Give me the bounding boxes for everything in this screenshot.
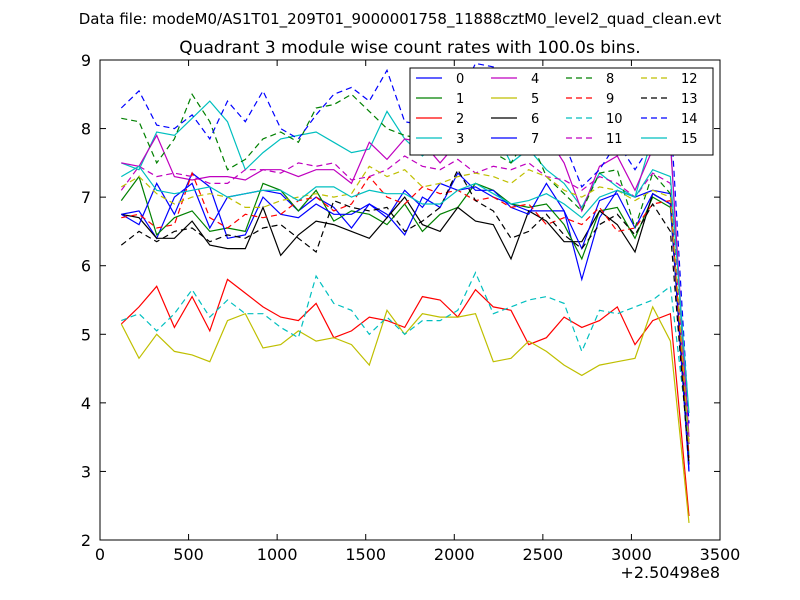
x-tick-label: 3500 bbox=[700, 545, 741, 564]
figure-supertitle: Data file: modeM0/AS1T01_209T01_90000017… bbox=[79, 10, 722, 29]
legend-label: 1 bbox=[456, 92, 464, 107]
legend-label: 5 bbox=[531, 92, 539, 107]
y-tick-label: 8 bbox=[81, 120, 91, 139]
legend-label: 6 bbox=[531, 112, 539, 127]
series-line-15 bbox=[120, 165, 690, 414]
x-tick-label: 500 bbox=[173, 545, 204, 564]
legend-label: 9 bbox=[606, 92, 614, 107]
series-line-0 bbox=[121, 182, 690, 472]
legend-label: 10 bbox=[606, 112, 623, 127]
series-line-5 bbox=[120, 305, 690, 523]
series-line-8 bbox=[121, 92, 690, 445]
series-line-10 bbox=[121, 271, 690, 445]
x-tick-label: 0 bbox=[95, 545, 105, 564]
legend-label: 15 bbox=[681, 132, 698, 147]
legend-label: 4 bbox=[531, 72, 539, 87]
legend-label: 2 bbox=[456, 112, 464, 127]
series-line-6 bbox=[121, 192, 690, 465]
x-tick-label: 2000 bbox=[434, 545, 475, 564]
legend-label: 0 bbox=[456, 72, 464, 87]
legend-label: 13 bbox=[681, 92, 698, 107]
y-tick-label: 4 bbox=[81, 394, 91, 413]
legend-label: 7 bbox=[531, 132, 539, 147]
series-line-11 bbox=[120, 155, 690, 445]
x-tick-label: 2500 bbox=[522, 545, 563, 564]
legend-label: 11 bbox=[606, 132, 623, 147]
legend-box bbox=[409, 67, 714, 156]
x-tick-label: 1500 bbox=[345, 545, 386, 564]
y-tick-label: 3 bbox=[81, 462, 91, 481]
series-line-12 bbox=[120, 165, 690, 445]
y-tick-label: 9 bbox=[81, 51, 91, 70]
series-line-7 bbox=[120, 172, 690, 472]
x-tick-label: 3000 bbox=[611, 545, 652, 564]
tick-layer: 0 500 1000 1500 2000 2500 3000 3500 2 3 4 5 6 7 8 9 bbox=[81, 51, 741, 564]
plot-frame bbox=[99, 59, 721, 541]
legend-label: 8 bbox=[606, 72, 614, 87]
legend-label: 3 bbox=[456, 132, 464, 147]
series-line-13 bbox=[120, 168, 690, 465]
y-tick-label: 2 bbox=[81, 531, 91, 550]
chart-title: Quadrant 3 module wise count rates with … bbox=[179, 38, 640, 58]
y-tick-label: 7 bbox=[81, 188, 91, 207]
series-line-2 bbox=[120, 278, 690, 517]
y-tick-label: 5 bbox=[81, 325, 91, 344]
y-tick-label: 6 bbox=[81, 257, 91, 276]
series-layer bbox=[120, 62, 690, 523]
legend-label: 14 bbox=[681, 112, 698, 127]
series-line-9 bbox=[121, 171, 690, 458]
legend-label: 12 bbox=[681, 72, 698, 87]
x-tick-label: 1000 bbox=[257, 545, 298, 564]
x-offset-label: +2.50498e8 bbox=[620, 563, 720, 582]
